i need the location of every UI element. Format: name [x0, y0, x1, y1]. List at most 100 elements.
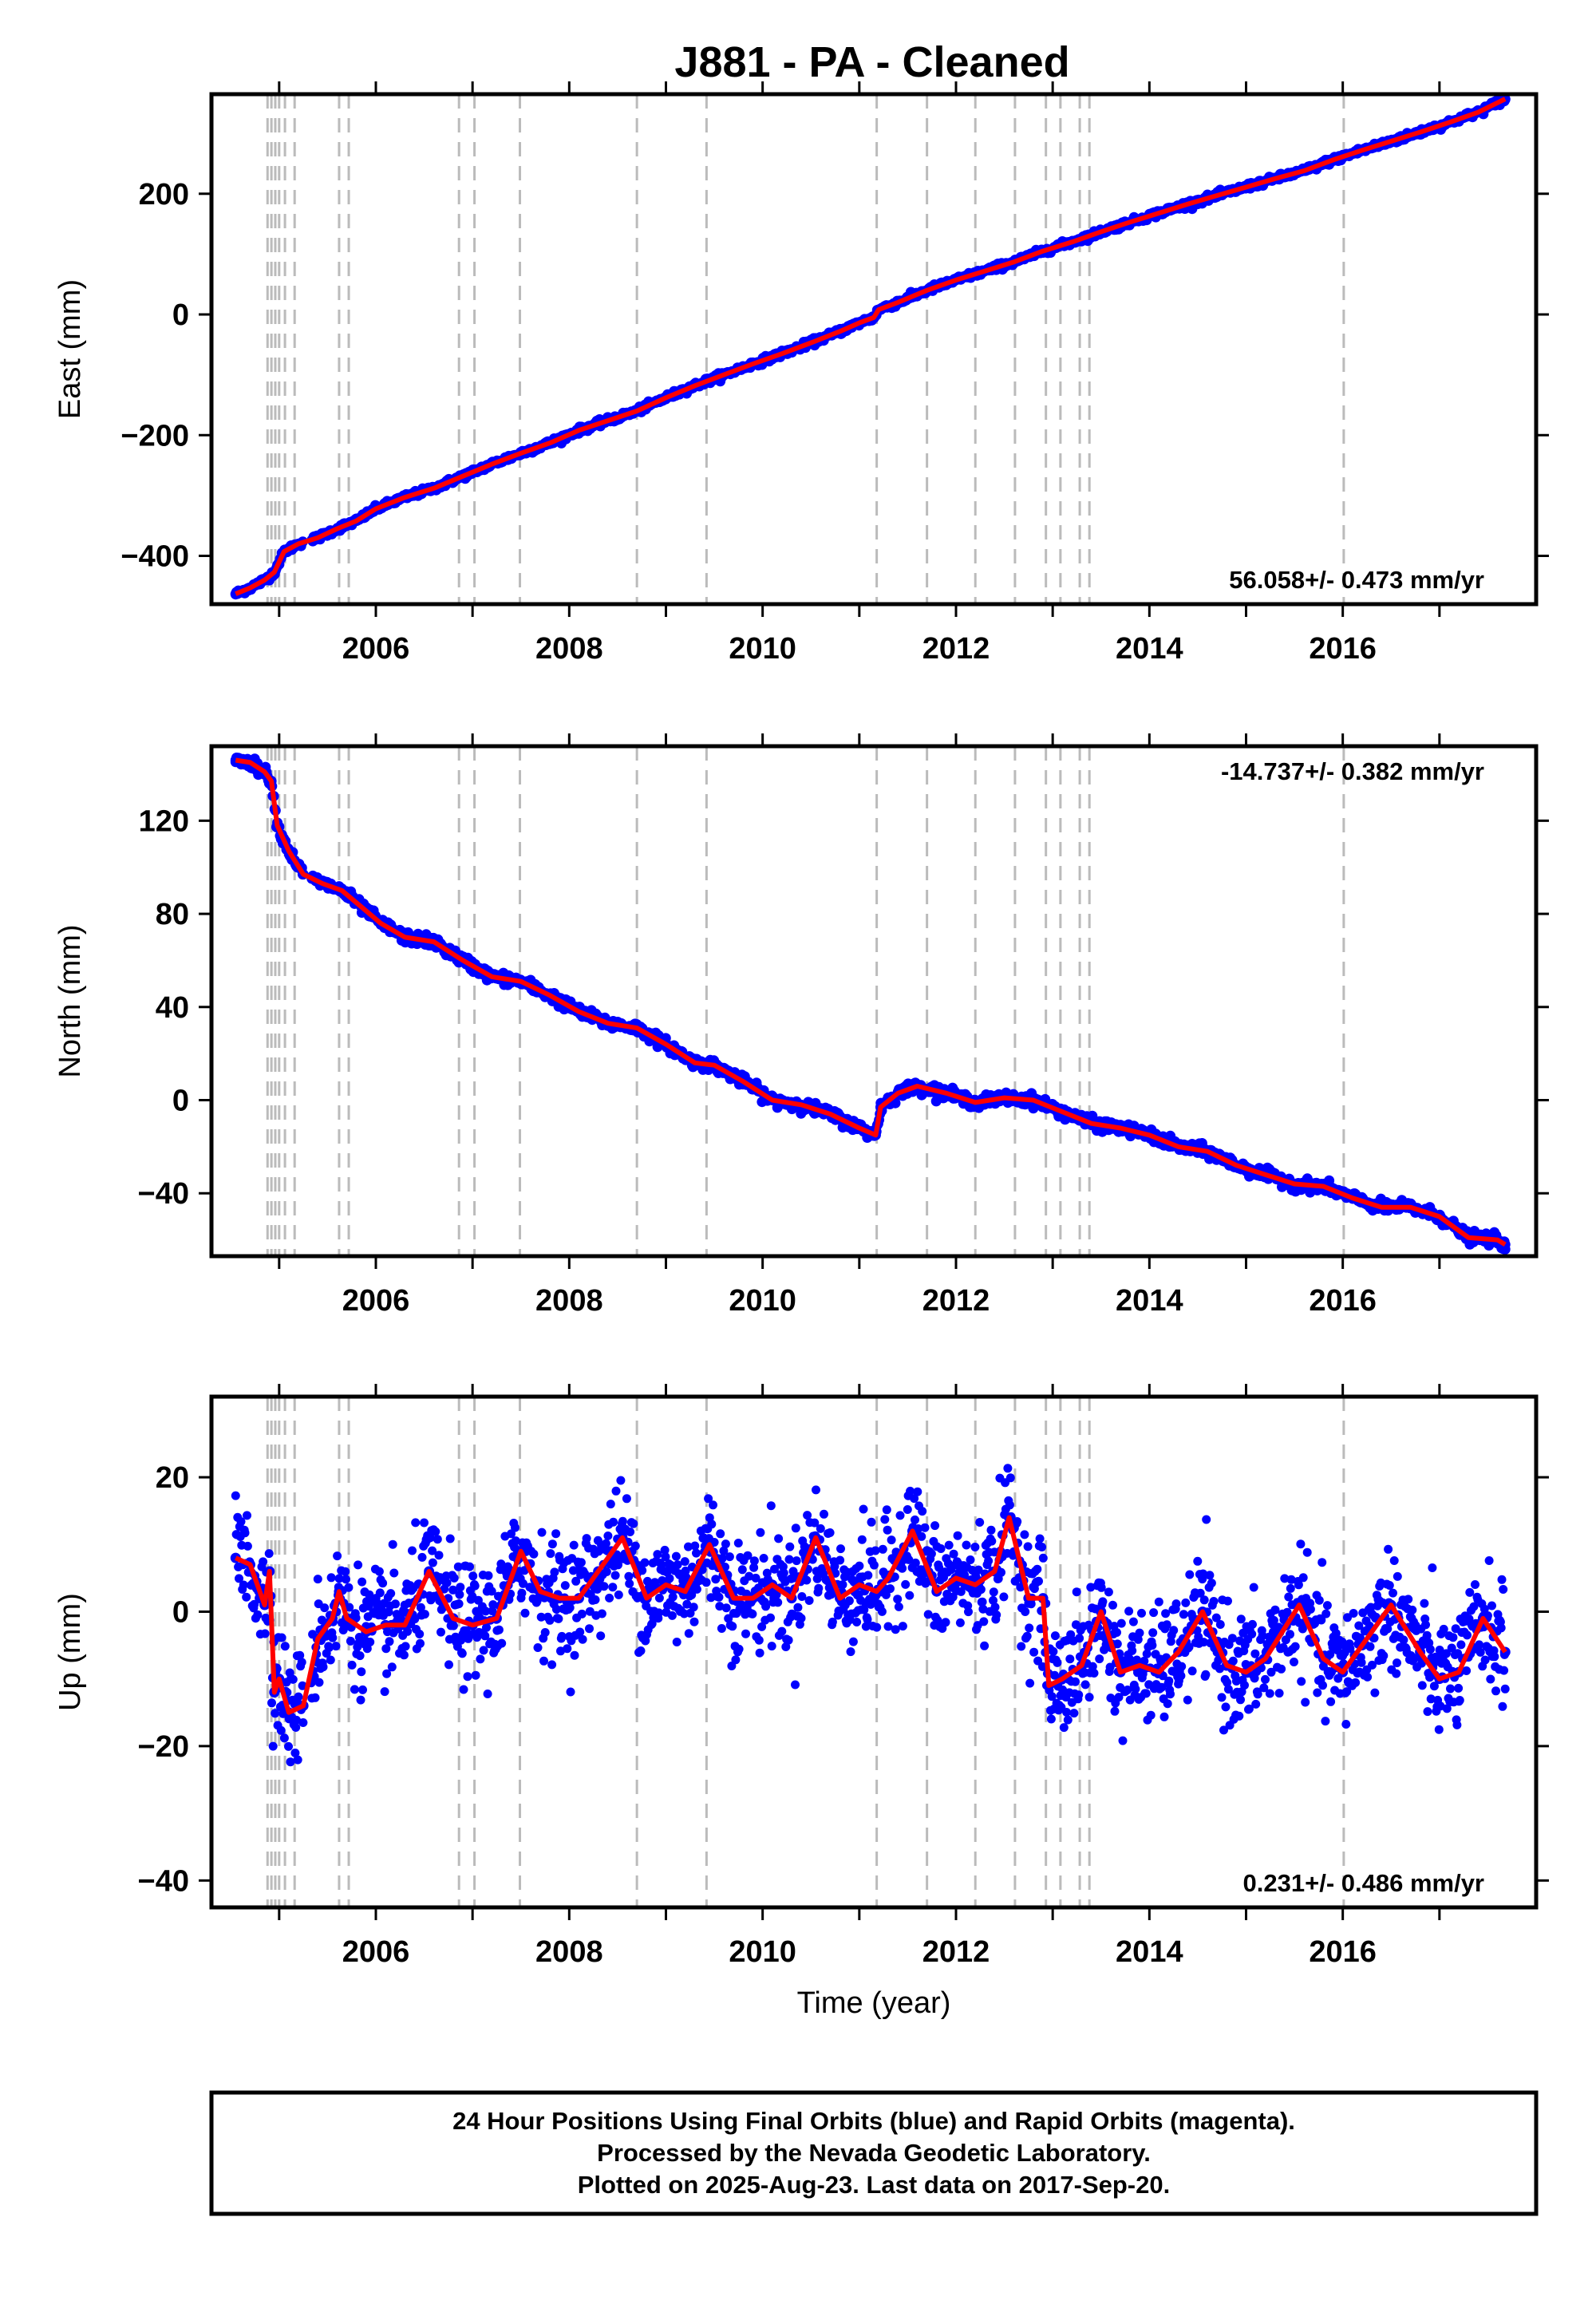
up-point [1290, 1642, 1300, 1651]
up-point [1463, 1630, 1472, 1640]
up-point [1223, 1678, 1232, 1687]
up-point [1207, 1579, 1216, 1588]
up-point [749, 1563, 759, 1572]
up-point [326, 1655, 335, 1665]
up-point [473, 1595, 483, 1605]
east-frame [209, 92, 1539, 607]
up-point [1487, 1601, 1496, 1611]
up-point [1236, 1614, 1246, 1624]
up-point [803, 1511, 812, 1520]
up-point [1448, 1633, 1458, 1642]
up-point [667, 1611, 677, 1620]
up-point [448, 1585, 458, 1595]
east-ytick-label-3: 200 [139, 178, 189, 211]
up-point [1258, 1631, 1267, 1640]
up-point [1393, 1658, 1401, 1668]
up-point [980, 1641, 990, 1650]
up-point [1199, 1569, 1208, 1579]
up-point [1016, 1583, 1025, 1592]
up-point [654, 1608, 664, 1618]
up-point [1251, 1699, 1261, 1709]
up-point [949, 1549, 958, 1559]
up-point [733, 1539, 743, 1547]
up-point [1471, 1580, 1479, 1589]
up-point [387, 1662, 397, 1672]
up-point [1038, 1553, 1048, 1563]
north-ytick-label-1: 0 [172, 1085, 189, 1118]
up-point [1496, 1623, 1506, 1633]
up-point [622, 1494, 631, 1504]
up-point [1163, 1699, 1172, 1709]
up-point [1484, 1556, 1494, 1565]
up-point [253, 1610, 263, 1619]
up-point [1465, 1587, 1475, 1597]
up-point [358, 1577, 367, 1587]
up-point [1058, 1685, 1068, 1694]
up-point [291, 1723, 301, 1732]
up-point [1306, 1604, 1315, 1614]
up-point [1452, 1720, 1462, 1729]
up-point [298, 1718, 308, 1727]
up-point [1392, 1669, 1401, 1678]
up-point [1500, 1684, 1510, 1694]
up-point [1038, 1662, 1047, 1671]
up-point [602, 1567, 611, 1576]
up-point [618, 1516, 627, 1526]
up-point [494, 1625, 504, 1634]
east-rate-label: 56.058+/- 0.473 mm/yr [1229, 566, 1484, 594]
up-point [684, 1629, 693, 1638]
up-point [345, 1603, 354, 1612]
up-point [484, 1571, 493, 1580]
up-point [1164, 1676, 1174, 1686]
up-point [638, 1566, 647, 1575]
up-point [779, 1568, 788, 1578]
up-point [539, 1656, 548, 1666]
up-point [1215, 1620, 1225, 1629]
up-point [962, 1540, 971, 1550]
up-point [1025, 1678, 1035, 1688]
up-point [1050, 1631, 1060, 1641]
up-point [717, 1624, 726, 1633]
up-point [668, 1592, 678, 1602]
up-point [1202, 1515, 1211, 1524]
up-point [1389, 1588, 1397, 1598]
up-point [375, 1588, 385, 1598]
up-point [872, 1622, 882, 1632]
up-point [1088, 1662, 1097, 1671]
up-point [288, 1674, 298, 1684]
east-xtick-label-2: 2010 [729, 632, 796, 666]
up-point [346, 1636, 355, 1646]
up-point [1137, 1608, 1146, 1618]
up-point [986, 1525, 996, 1535]
up-point [812, 1574, 822, 1583]
up-point [626, 1528, 635, 1536]
up-point [1199, 1595, 1209, 1605]
up-point [1321, 1609, 1331, 1618]
up-point [1301, 1697, 1310, 1707]
up-point [577, 1609, 587, 1618]
up-point [784, 1635, 793, 1645]
up-point [953, 1531, 962, 1540]
up-point [239, 1580, 248, 1590]
up-point [410, 1614, 420, 1624]
up-point [529, 1549, 539, 1559]
up-point [314, 1678, 324, 1687]
up-point [1169, 1626, 1179, 1635]
up-point [1214, 1655, 1223, 1665]
up-point [603, 1531, 613, 1540]
up-point [431, 1527, 440, 1536]
up-point [756, 1528, 765, 1537]
up-point [576, 1558, 586, 1567]
up-point [773, 1598, 783, 1607]
up-point [745, 1571, 754, 1581]
up-point [1313, 1688, 1322, 1697]
up-point [1446, 1684, 1455, 1694]
up-point [1146, 1710, 1156, 1720]
up-point [1025, 1623, 1034, 1633]
up-point [488, 1600, 498, 1610]
up-point [671, 1551, 681, 1561]
up-point [243, 1541, 252, 1551]
north-xtick-label-3: 2012 [922, 1284, 990, 1318]
up-point [1349, 1609, 1358, 1618]
